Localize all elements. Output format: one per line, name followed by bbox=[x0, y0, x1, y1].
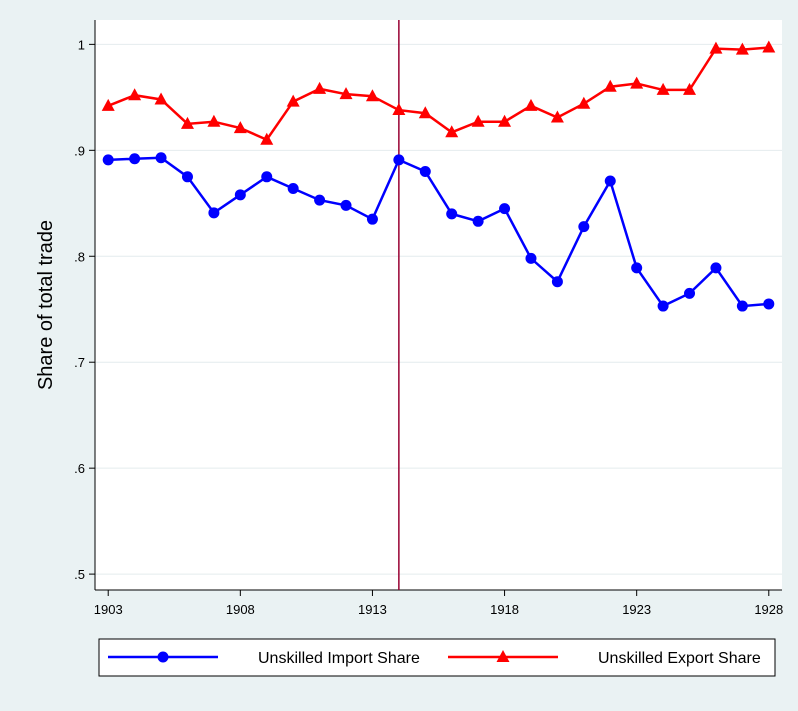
x-tick-label: 1918 bbox=[490, 602, 519, 617]
marker bbox=[735, 42, 749, 55]
marker bbox=[631, 262, 643, 274]
x-tick-label: 1923 bbox=[622, 602, 651, 617]
marker bbox=[577, 96, 591, 109]
marker bbox=[233, 121, 247, 134]
marker bbox=[261, 171, 273, 183]
marker bbox=[445, 125, 459, 138]
legend-label: Unskilled Export Share bbox=[598, 650, 761, 667]
marker bbox=[551, 276, 563, 288]
marker bbox=[154, 92, 168, 105]
marker bbox=[524, 98, 538, 111]
series-line bbox=[107, 46, 769, 142]
marker bbox=[207, 114, 221, 127]
marker bbox=[684, 287, 696, 299]
y-axis-label: Share of total trade bbox=[35, 220, 57, 390]
marker bbox=[736, 300, 748, 312]
marker bbox=[102, 154, 114, 166]
marker bbox=[603, 79, 617, 92]
marker bbox=[496, 650, 510, 662]
x-tick-label: 1903 bbox=[94, 602, 123, 617]
legend-label: Unskilled Import Share bbox=[258, 650, 420, 667]
marker bbox=[286, 94, 300, 107]
marker bbox=[550, 110, 564, 123]
x-tick-label: 1913 bbox=[358, 602, 387, 617]
y-tick-label: .9 bbox=[74, 143, 85, 158]
marker bbox=[340, 199, 352, 211]
y-tick-label: .5 bbox=[74, 567, 85, 582]
marker bbox=[656, 82, 670, 95]
marker bbox=[525, 252, 537, 264]
marker bbox=[155, 152, 167, 164]
y-tick-label: .7 bbox=[74, 355, 85, 370]
marker bbox=[763, 298, 775, 310]
marker bbox=[365, 89, 379, 102]
marker bbox=[393, 154, 405, 166]
marker bbox=[709, 41, 723, 54]
y-tick-label: .8 bbox=[74, 249, 85, 264]
plot-area bbox=[95, 20, 782, 590]
marker bbox=[418, 106, 432, 119]
marker bbox=[208, 207, 220, 219]
marker bbox=[287, 182, 299, 194]
marker bbox=[392, 103, 406, 116]
marker bbox=[128, 88, 142, 101]
marker bbox=[157, 651, 169, 663]
marker bbox=[471, 114, 485, 127]
marker bbox=[234, 189, 246, 201]
marker bbox=[498, 114, 512, 127]
marker bbox=[604, 175, 616, 187]
marker bbox=[446, 208, 458, 220]
marker bbox=[313, 81, 327, 94]
marker bbox=[181, 171, 193, 183]
marker bbox=[657, 300, 669, 312]
marker bbox=[630, 76, 644, 89]
marker bbox=[129, 153, 141, 165]
marker bbox=[101, 98, 115, 111]
y-tick-label: .6 bbox=[74, 461, 85, 476]
marker bbox=[578, 221, 590, 233]
marker bbox=[339, 87, 353, 100]
marker bbox=[472, 215, 484, 227]
marker bbox=[419, 166, 431, 178]
marker bbox=[683, 82, 697, 95]
marker bbox=[366, 213, 378, 225]
marker bbox=[180, 116, 194, 129]
x-tick-label: 1908 bbox=[226, 602, 255, 617]
marker bbox=[499, 203, 511, 215]
marker bbox=[762, 40, 776, 53]
x-tick-label: 1928 bbox=[754, 602, 783, 617]
marker bbox=[260, 132, 274, 145]
marker bbox=[710, 262, 722, 274]
marker bbox=[314, 194, 326, 206]
y-tick-label: 1 bbox=[78, 37, 85, 52]
